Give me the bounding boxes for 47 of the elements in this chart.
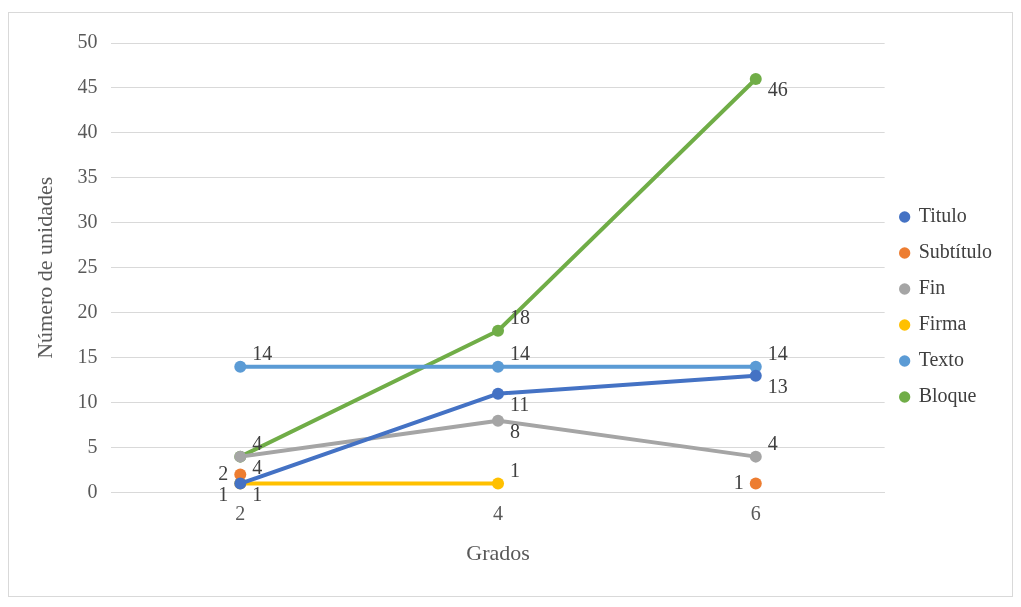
data-label: 1	[218, 482, 229, 505]
y-tick-label: 25	[77, 255, 98, 278]
data-label: 4	[252, 455, 263, 478]
legend-label: Bloque	[918, 384, 977, 408]
y-tick-label: 35	[77, 165, 98, 188]
point	[749, 72, 762, 85]
data-label: 14	[510, 341, 531, 364]
data-label: 1	[510, 458, 521, 481]
legend-label: Firma	[918, 312, 967, 335]
y-tick-label: 40	[77, 120, 98, 143]
x-axis-title: Grados	[466, 539, 530, 565]
data-label: 2	[218, 461, 229, 484]
point	[492, 477, 505, 490]
point	[492, 414, 505, 427]
point	[492, 324, 505, 337]
data-label: 1	[733, 470, 744, 493]
data-label: 14	[252, 341, 273, 364]
y-tick-label: 20	[77, 300, 98, 323]
point	[234, 360, 247, 373]
data-label: 11	[510, 392, 530, 415]
legend-label: Texto	[918, 348, 964, 371]
legend-label: Fin	[918, 276, 946, 299]
data-label: 4	[767, 431, 778, 454]
data-label: 46	[767, 78, 788, 101]
x-tick-label: 6	[750, 501, 761, 524]
y-tick-label: 30	[77, 210, 98, 233]
data-label: 1	[252, 482, 263, 505]
legend-label: Subtítulo	[918, 240, 993, 263]
data-label: 8	[510, 419, 521, 442]
data-label: 14	[767, 341, 788, 364]
y-tick-label: 50	[77, 30, 98, 53]
point	[492, 387, 505, 400]
y-tick-label: 0	[87, 479, 98, 502]
legend-label: Titulo	[918, 204, 967, 227]
data-label: 18	[510, 305, 531, 328]
y-tick-label: 45	[77, 75, 98, 98]
x-tick-label: 2	[235, 501, 246, 524]
y-tick-label: 5	[87, 434, 98, 457]
data-label: 13	[767, 374, 788, 397]
point	[492, 360, 505, 373]
y-tick-label: 15	[77, 344, 98, 367]
x-tick-label: 4	[493, 501, 504, 524]
y-tick-label: 10	[77, 389, 98, 412]
y-axis-title: Número de unidades	[31, 176, 57, 359]
point	[749, 369, 762, 382]
point	[749, 450, 762, 463]
point	[749, 477, 762, 490]
